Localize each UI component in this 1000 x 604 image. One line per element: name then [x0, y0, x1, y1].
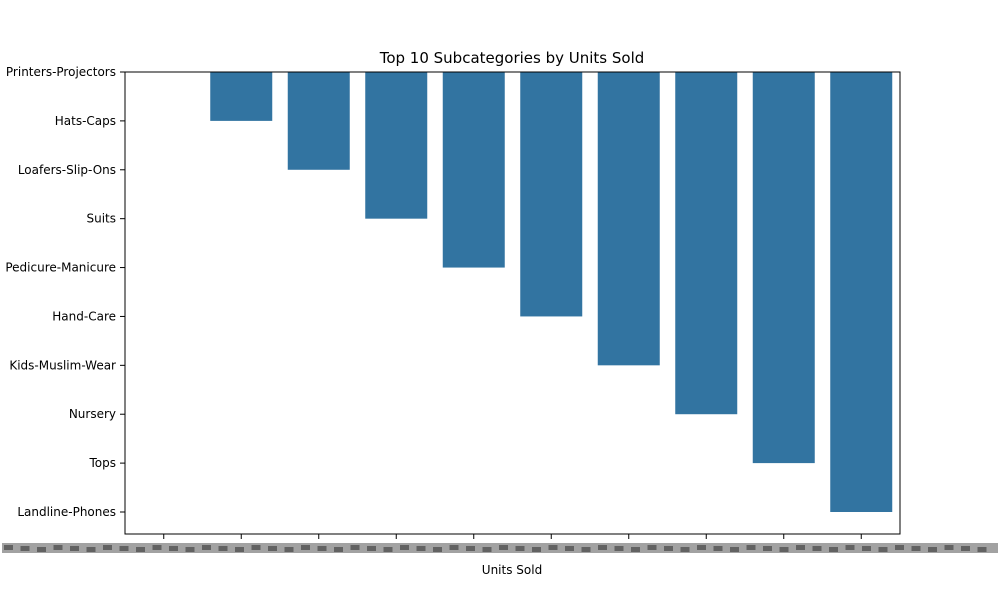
- x-tick-label-fragment: [565, 546, 574, 551]
- bar-5: [520, 72, 583, 317]
- plot-frame: [124, 71, 901, 535]
- y-tick-label: Pedicure-Manicure: [5, 261, 116, 275]
- y-tick-label: Hand-Care: [52, 309, 116, 323]
- x-tick-label-fragment: [284, 547, 294, 552]
- x-tick-label-fragment: [449, 545, 459, 550]
- x-tick-label-fragment: [928, 547, 937, 552]
- x-tick-label-fragment: [466, 546, 475, 551]
- x-tick-label-fragment: [746, 545, 756, 550]
- x-tick-label-fragment: [779, 547, 789, 552]
- bar-3: [365, 72, 428, 219]
- x-tick-label-fragment: [400, 545, 409, 550]
- x-tick-label-fragment: [367, 546, 376, 551]
- y-tick-label: Loafers-Slip-Ons: [18, 163, 116, 177]
- x-tick-label-fragment: [730, 547, 739, 552]
- bar-7: [675, 72, 738, 415]
- x-tick-label-fragment: [37, 547, 46, 552]
- x-tick-label-fragment: [878, 547, 888, 552]
- x-tick-label-fragment: [829, 547, 838, 552]
- x-tick-label-fragment: [103, 545, 112, 550]
- x-tick-label-fragment: [713, 546, 723, 551]
- x-tick-label-fragment: [796, 545, 805, 550]
- bar-9: [830, 72, 893, 512]
- x-tick-label-fragment: [268, 546, 277, 551]
- bars: [210, 72, 893, 512]
- x-tick-label-fragment: [416, 546, 426, 551]
- x-tick-label-fragment: [911, 546, 921, 551]
- x-tick-label-fragment: [53, 545, 63, 550]
- x-tick-label-fragment: [631, 547, 640, 552]
- x-tick-label-fragment: [433, 547, 442, 552]
- x-tick-label-fragment: [20, 546, 30, 551]
- x-tick-label-fragment: [862, 546, 871, 551]
- x-tick-label-fragment: [185, 547, 195, 552]
- x-tick-label-fragment: [218, 546, 228, 551]
- x-tick-label-fragment: [251, 545, 261, 550]
- bar-6: [597, 72, 660, 366]
- y-tick-label: Hats-Caps: [55, 114, 116, 128]
- y-axis: Printers-Projectors Hats-Caps Loafers-Slip…: [5, 65, 125, 519]
- x-tick-label-fragment: [334, 547, 343, 552]
- bar-4: [442, 72, 505, 268]
- x-tick-label-fragment: [895, 545, 904, 550]
- y-tick-label: Printers-Projectors: [6, 65, 116, 79]
- y-tick-label: Landline-Phones: [17, 505, 116, 519]
- x-tick-label-fragment: [812, 546, 822, 551]
- y-tick-label: Nursery: [69, 407, 116, 421]
- x-tick-label-fragment: [581, 547, 591, 552]
- x-tick-label-fragment: [499, 545, 508, 550]
- chart-title: Top 10 Subcategories by Units Sold: [379, 49, 645, 67]
- x-tick-label-fragment: [664, 546, 673, 551]
- x-tick-label-fragment: [532, 547, 541, 552]
- x-axis-label: Units Sold: [482, 563, 542, 577]
- bar-8: [752, 72, 815, 464]
- x-tick-label-fragment: [944, 545, 954, 550]
- x-tick-label-fragment: [317, 546, 327, 551]
- x-tick-label-fragment: [515, 546, 525, 551]
- x-tick-label-fragment: [680, 547, 690, 552]
- y-tick-label: Tops: [88, 456, 116, 470]
- x-tick-label-fragment: [169, 546, 178, 551]
- x-tick-label-fragment: [845, 545, 855, 550]
- x-tick-label-fragment: [350, 545, 360, 550]
- x-tick-label-fragment: [977, 547, 987, 552]
- bar-1: [210, 72, 273, 121]
- x-tick-label-fragment: [548, 545, 558, 550]
- x-tick-label-fragment: [86, 547, 96, 552]
- x-tick-label-fragment: [482, 547, 492, 552]
- x-tick-label-fragment: [119, 546, 129, 551]
- x-tick-label-fragment: [202, 545, 211, 550]
- y-tick-label: Kids-Muslim-Wear: [9, 358, 116, 372]
- x-tick-label-fragment: [961, 546, 970, 551]
- x-tick-label-fragment: [598, 545, 607, 550]
- x-tick-label-fragment: [136, 547, 145, 552]
- x-tick-label-fragment: [647, 545, 657, 550]
- x-axis: [2, 534, 998, 553]
- x-tick-label-fragment: [301, 545, 310, 550]
- x-tick-label-fragment: [152, 545, 162, 550]
- x-tick-label-fragment: [70, 546, 79, 551]
- x-tick-label-fragment: [4, 545, 13, 550]
- y-tick-label: Suits: [86, 212, 116, 226]
- x-tick-label-fragment: [763, 546, 772, 551]
- x-tick-label-fragment: [383, 547, 393, 552]
- x-tick-label-fragment: [235, 547, 244, 552]
- x-tick-label-fragment: [614, 546, 624, 551]
- bar-2: [287, 72, 350, 170]
- x-tick-label-fragment: [697, 545, 706, 550]
